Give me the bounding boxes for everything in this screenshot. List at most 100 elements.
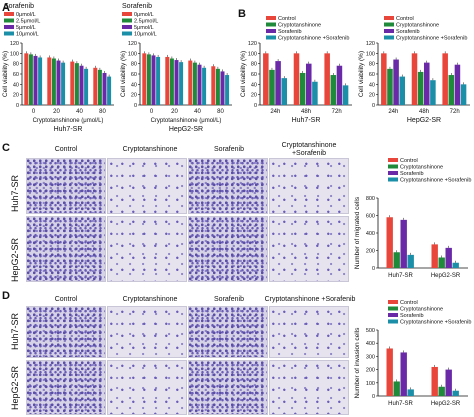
legend-swatch: [266, 35, 276, 40]
bar-a2: [202, 67, 207, 105]
legend-swatch: [122, 25, 132, 29]
bar-a2: [146, 54, 151, 105]
bar-a1: [97, 69, 102, 105]
bar-a2: [169, 58, 174, 105]
x-axis-label: HepG2-SR: [407, 117, 441, 124]
x-axis-label: Cryptotanshinone (μmol/L): [33, 118, 104, 124]
micrograph-d-huh7-sorafenib: [188, 306, 268, 358]
panel-d-row-huh7: Huh7-SR: [10, 312, 20, 350]
bar-a2: [225, 75, 230, 105]
y-tick-label: 80: [13, 62, 19, 68]
micrograph-c-hepg2-cryptotanshinone: [107, 216, 187, 282]
bar-a1: [33, 55, 38, 105]
legend-label: Control: [278, 16, 296, 22]
legend-label: Cryptotanshinone +Sorafenib: [396, 36, 467, 42]
y-axis-label: Cell viability (%): [240, 51, 247, 97]
micrograph-d-huh7-cryptotanshinone: [107, 306, 187, 358]
bar-b1: [281, 78, 287, 105]
legend-label: 2.5μmol/L: [134, 19, 158, 25]
bar-a2: [215, 68, 220, 105]
bar-a1: [70, 61, 75, 105]
legend-swatch: [122, 18, 132, 23]
legend-swatch: [266, 29, 276, 33]
legend-label: Cryptotanshinone: [400, 307, 443, 313]
legend-swatch: [388, 158, 398, 162]
bar-a1: [24, 53, 29, 105]
y-tick-label: 0: [254, 103, 257, 109]
y-axis-label: Number of migrated cells: [354, 196, 361, 269]
bar-a2: [165, 56, 170, 105]
y-tick-label: 100: [366, 51, 375, 57]
micrograph-d-huh7-control: [26, 306, 106, 358]
bar-b1: [312, 81, 318, 105]
panel-c-col-cryptotanshinone: Cryptotanshinone: [122, 146, 178, 153]
x-axis-label: Cryptotanshinone (μmol/L): [151, 118, 222, 124]
x-tick-label: 24h: [270, 109, 280, 115]
y-tick-label: 0: [134, 103, 137, 109]
micrograph-d-hepg2-cryptotanshinone: [107, 360, 187, 415]
y-tick-label: 60: [251, 72, 257, 78]
x-tick-label: 72h: [450, 109, 460, 115]
micrograph-c-huh7-sorafenib: [188, 158, 268, 214]
bar-c: [386, 217, 393, 268]
y-tick-label: 120: [248, 41, 257, 47]
bar-d: [431, 366, 438, 396]
legend-swatch: [388, 306, 398, 311]
y-axis-label: Number of invasion cells: [354, 327, 361, 399]
legend-label: 0μmol/L: [16, 12, 36, 18]
y-tick-label: 20: [131, 93, 137, 99]
x-tick-label: Huh7-SR: [388, 273, 413, 279]
legend-label: Control: [400, 300, 418, 306]
chart-title: Sorafenib: [122, 3, 152, 10]
y-tick-label: 60: [369, 72, 375, 78]
panel-c-row-huh7: Huh7-SR: [10, 174, 20, 212]
bar-c: [431, 244, 438, 268]
bar-b1: [336, 65, 343, 105]
legend-label: 10μmol/L: [16, 32, 39, 38]
bar-b2: [411, 53, 418, 105]
panel-d-col-combo: Cryptotanshinone +Sorafenib: [264, 296, 356, 303]
bar-b1: [330, 75, 337, 105]
bar-c: [400, 219, 407, 268]
y-tick-label: 20: [251, 93, 257, 99]
chart-d: 0 100 200 300 400 500 Number of invasion cells…: [354, 300, 471, 407]
legend-swatch: [384, 22, 394, 27]
bar-b2: [448, 75, 455, 105]
y-tick-label: 0: [16, 103, 19, 109]
y-tick-label: 0: [372, 103, 375, 109]
y-tick-label: 80: [369, 62, 375, 68]
bar-c: [407, 254, 414, 268]
bar-b1: [299, 72, 306, 105]
bar-a1: [107, 76, 112, 105]
legend-swatch: [388, 313, 398, 317]
bar-b1: [306, 63, 312, 105]
y-tick-label: 800: [366, 196, 375, 202]
panel-letter-d: D: [2, 290, 10, 302]
panel-d-row-hepg2: HepG2-SR: [10, 365, 20, 410]
micrograph-c-hepg2-sorafenib: [188, 216, 268, 282]
bar-b2: [454, 64, 461, 105]
legend-label: Sorafenib: [400, 313, 424, 319]
bar-b2: [424, 62, 430, 105]
panel-c-row-hepg2: HepG2-SR: [10, 237, 20, 282]
legend-label: 5μmol/L: [134, 25, 154, 31]
micrograph-d-hepg2-sorafenib: [188, 360, 268, 415]
x-tick-label: 40: [194, 109, 201, 115]
micrograph-d-huh7-combo: [269, 306, 349, 358]
y-tick-label: 40: [369, 82, 375, 88]
legend-label: Sorafenib: [278, 29, 302, 35]
legend-swatch: [266, 22, 276, 27]
bar-a1: [61, 62, 66, 105]
bar-a2: [192, 62, 197, 105]
legend-label: Cryptotanshinone +Sorafenib: [400, 178, 471, 184]
bar-a2: [142, 53, 147, 105]
bar-a2: [179, 62, 184, 105]
bar-a1: [79, 65, 84, 105]
bar-b2: [381, 53, 387, 105]
y-tick-label: 20: [13, 93, 19, 99]
y-axis-label: Cell viability (%): [2, 51, 9, 97]
legend-label: Control: [400, 158, 418, 164]
legend-swatch: [388, 171, 398, 175]
y-tick-label: 300: [366, 354, 375, 360]
